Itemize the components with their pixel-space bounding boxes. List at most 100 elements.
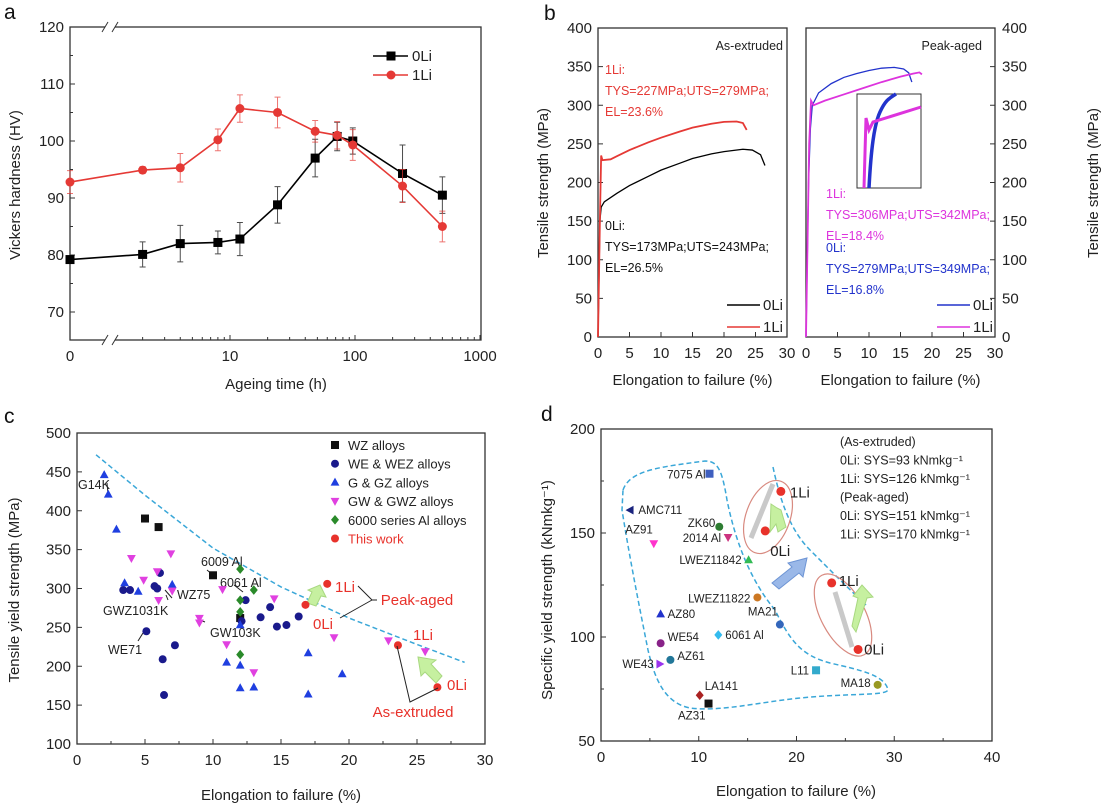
peak-aged-ellipse (742, 479, 794, 555)
data-point (139, 576, 149, 585)
y-tick-label: 50 (578, 733, 595, 750)
data-point (154, 523, 163, 532)
point-label: LA141 (705, 681, 738, 693)
annotation-text: TYS=306MPa;UTS=342MPa; (826, 208, 990, 222)
legend-label: 1Li (973, 319, 993, 336)
x-tick-label: 0 (66, 348, 74, 365)
point-label: AZ31 (678, 711, 706, 723)
data-point (158, 655, 167, 664)
x-tick-label: 30 (886, 749, 903, 766)
data-point (235, 234, 245, 244)
x-tick-label: 0 (802, 345, 810, 362)
data-point (323, 579, 332, 588)
data-point (222, 657, 231, 666)
data-point-la141 (695, 690, 704, 701)
data-point (235, 683, 245, 692)
data-point (384, 637, 393, 646)
point-label: ZK60 (688, 518, 716, 530)
data-point (236, 595, 245, 605)
axis-break-gap (105, 336, 115, 344)
legend-label: 6000 series Al alloys (348, 513, 467, 528)
y-tick-label: 350 (46, 542, 71, 559)
annotation-text: 1Li: (826, 187, 846, 201)
legend-label: 1Li (412, 67, 432, 84)
x-axis-label: Elongation to failure (%) (201, 787, 361, 804)
panel-title: As-extruded (716, 39, 783, 53)
data-point (398, 181, 408, 191)
point-label: L11 (791, 665, 809, 677)
data-point-6061-al (714, 630, 723, 640)
data-point (141, 514, 149, 523)
panel-d: d 0 10 20 30 40 50 100 150 200 Elongation to failu… (539, 403, 1000, 800)
x-axis-label: Elongation to failure (%) (820, 372, 980, 389)
x-tick-label: 30 (779, 345, 796, 362)
data-point (235, 660, 245, 669)
arrow-icon (851, 584, 874, 634)
panel-b-peak-aged: 0 5 10 15 20 25 30050100150200250300350400Elon… (802, 20, 1102, 389)
data-point-amc711 (625, 505, 634, 515)
annotation-text: 1Li: (605, 63, 625, 77)
x-tick-label: 30 (987, 345, 1004, 362)
arrow-icon (306, 584, 327, 607)
data-point (167, 579, 177, 588)
point-label: WZ75 (177, 588, 210, 602)
point-label: MA18 (841, 678, 871, 690)
data-point (235, 620, 245, 629)
x-tick-label: 15 (684, 345, 701, 362)
data-point (266, 603, 275, 612)
series-gw-gwz-alloys (127, 550, 430, 678)
data-point (269, 595, 279, 604)
this-work-label: 1Li (335, 579, 355, 596)
data-point-zk60 (715, 522, 724, 531)
y-tick-label: 0 (584, 329, 592, 346)
legend-marker (386, 70, 396, 80)
plot-frame (597, 27, 788, 338)
y-tick-label: 90 (47, 190, 64, 207)
x-tick-label: 5 (141, 752, 149, 769)
legend-marker (331, 441, 339, 449)
connector (339, 599, 373, 619)
x-tick-label: 30 (477, 752, 494, 769)
x-axis-label: Elongation to failure (%) (612, 372, 772, 389)
x-tick-label: 25 (955, 345, 972, 362)
y-axis-label: Vickers hardness (HV) (7, 110, 24, 260)
series-line (69, 107, 443, 228)
legend-label: GW & GWZ alloys (348, 494, 454, 509)
legend-marker (330, 497, 340, 506)
panel-label: c (4, 405, 15, 428)
panel-a: a 0 10 100 1000 70 80 90 100 110 120 Ageing time (h… (4, 1, 497, 393)
data-point (235, 104, 245, 114)
data-point-az91 (649, 540, 659, 549)
label-leader (137, 632, 144, 642)
series-6000-series-al-alloys (236, 564, 258, 660)
annotation-text: EL=18.4% (826, 229, 884, 243)
x-tick-label: 0 (594, 345, 602, 362)
data-point (175, 239, 185, 249)
point-label: WE71 (108, 643, 142, 657)
panel-label: d (541, 403, 553, 426)
data-point (273, 108, 283, 117)
data-point (310, 153, 320, 163)
data-point (393, 641, 402, 650)
this-work-label: 0Li (447, 677, 467, 694)
x-tick-label: 15 (892, 345, 909, 362)
data-point-lwez11822 (753, 593, 762, 602)
y-tick-label: 150 (570, 525, 595, 542)
point-label: 6061 Al (220, 576, 262, 590)
data-point (303, 648, 313, 657)
axis-break-mark (101, 21, 109, 33)
label-leader (164, 589, 173, 599)
x-tick-label: 20 (341, 752, 358, 769)
curve-1Li (805, 71, 923, 338)
data-point (119, 586, 128, 595)
data-point (222, 641, 231, 650)
data-point (127, 554, 136, 563)
state-text-mark (748, 483, 855, 648)
this-work-point (760, 526, 770, 536)
legend-label: 1Li (763, 319, 783, 336)
annotation-text: 0Li: (605, 219, 625, 233)
data-point (213, 237, 223, 247)
data-point (273, 200, 283, 210)
panel-label: b (544, 2, 556, 25)
